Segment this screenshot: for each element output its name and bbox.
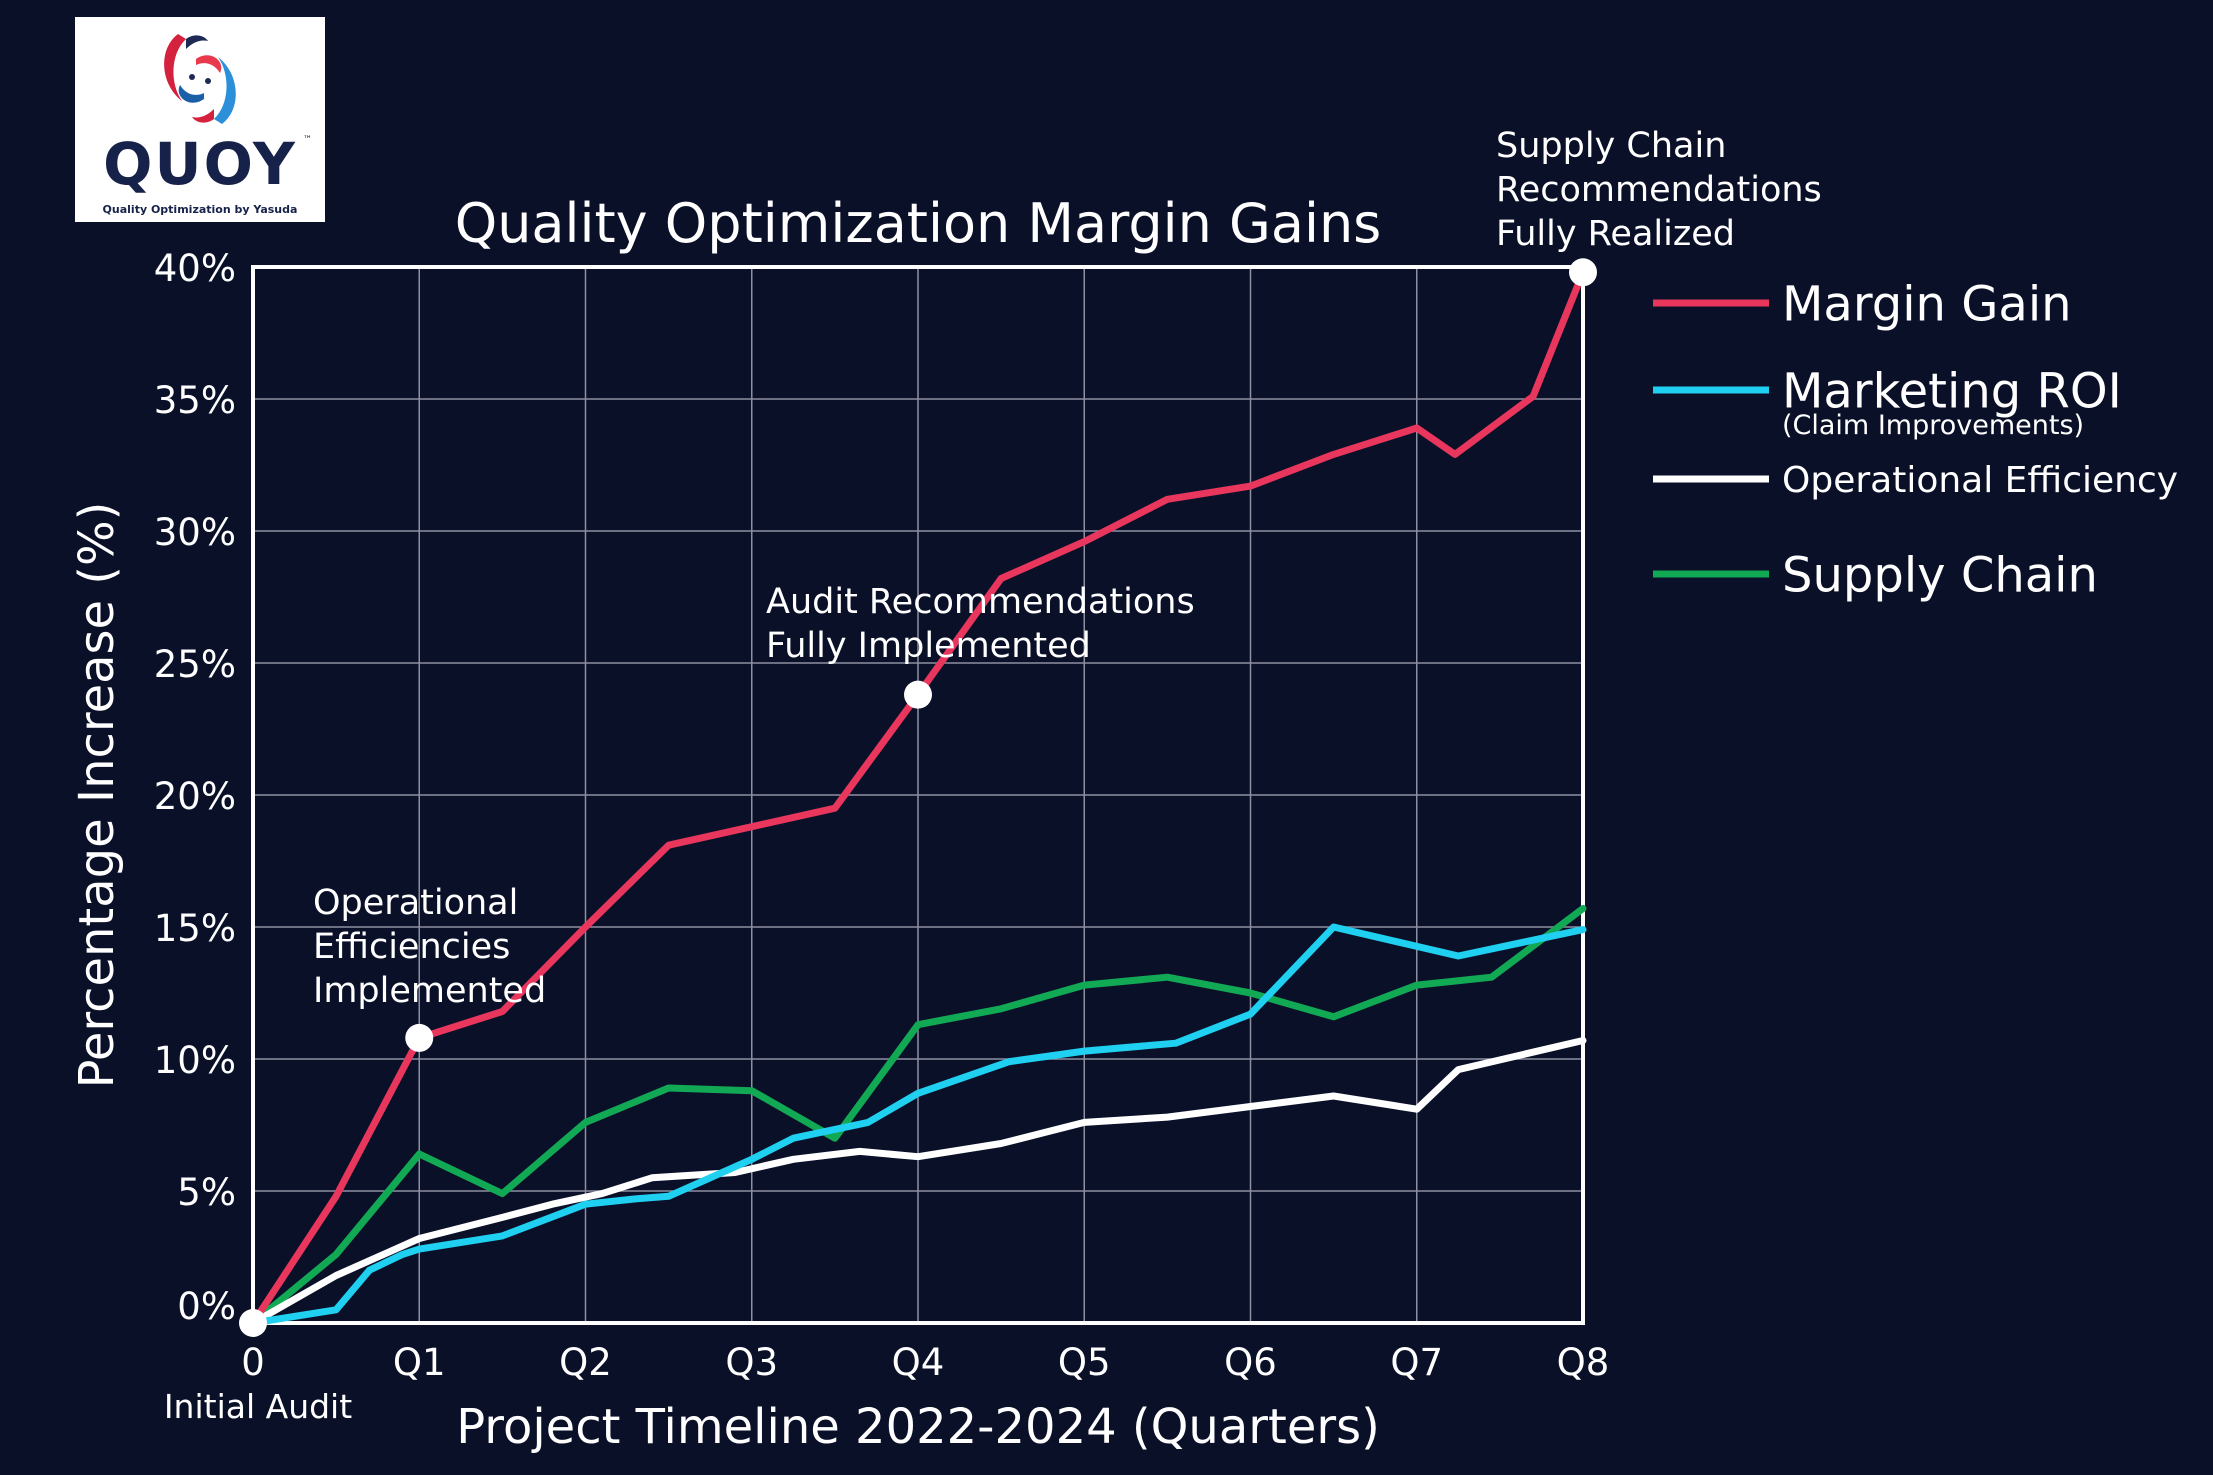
annotation-line: Fully Implemented [766,626,1091,666]
x-axis-sublabel: Initial Audit [164,1387,352,1426]
series-line-supply-chain [249,905,1587,1327]
annotation-line: Efficiencies [313,927,510,967]
series-line-operational-efficiency [249,1037,1587,1327]
legend-label-margin-gain: Margin Gain [1782,276,2072,332]
annotation-text-1: Audit Recommendations Fully Implemented [766,582,1195,666]
y-tick-label-1: 5% [177,1171,236,1214]
x-axis-ticks: 0 Q1 Q2 Q3 Q4 Q5 Q6 Q7 Q8 [241,1341,1609,1384]
legend-label-marketing-roi: Marketing ROI [1782,363,2122,419]
annotation-marker-2 [1569,258,1597,287]
y-tick-label-0: 0% [177,1285,236,1328]
x-tick-label-3: Q3 [725,1341,778,1384]
legend-label-operational-efficiency: Operational Efficiency [1782,460,2178,501]
y-axis-ticks: 0% 5% 10% 15% 20% 25% 30% 35% 40% [154,247,236,1328]
series-lines [249,268,1587,1327]
grid-lines [253,267,1583,1323]
x-tick-label-1: Q1 [393,1341,446,1384]
annotation-line: Fully Realized [1496,214,1735,254]
plot-border [251,265,1585,1325]
x-tick-label-2: Q2 [559,1341,612,1384]
origin-marker [239,1309,267,1337]
y-tick-label-4: 20% [154,775,236,818]
x-tick-label-5: Q5 [1058,1341,1111,1384]
series-line-margin-gain [249,268,1587,1327]
y-tick-label-8: 40% [154,247,236,290]
x-axis-label: Project Timeline 2022-2024 (Quarters) [456,1399,1380,1455]
logo-trademark: ™ [303,135,312,145]
annotation-marker-0 [405,1023,434,1052]
x-tick-label-6: Q6 [1224,1341,1277,1384]
y-tick-label-5: 25% [154,643,236,686]
annotation-line: Operational [313,883,518,923]
x-tick-label-8: Q8 [1557,1341,1610,1384]
annotation-marker-1 [904,680,932,709]
series-line-marketing-roi [249,923,1587,1327]
x-tick-label-0: 0 [241,1341,265,1384]
legend: Margin Gain Marketing ROI(Claim Improveme… [1653,276,2178,603]
annotation-text-0: Operational Efficiencies Implemented [313,883,546,1011]
x-tick-label-4: Q4 [892,1341,945,1384]
legend-sublabel-marketing-roi: (Claim Improvements) [1782,410,2084,441]
y-tick-label-2: 10% [154,1039,236,1082]
koi-fish-icon [164,34,236,124]
annotation-line: Implemented [313,971,546,1011]
logo-tagline: Quality Optimization by Yasuda [102,203,298,216]
annotation-line: Audit Recommendations [766,582,1195,622]
annotations: Operational Efficiencies Implemented Audit … [313,126,1822,1011]
logo-wordmark: QUOY [103,130,297,198]
annotation-line: Recommendations [1496,170,1822,210]
y-tick-label-7: 35% [154,379,236,422]
x-tick-label-7: Q7 [1390,1341,1443,1384]
y-tick-label-3: 15% [154,907,236,950]
chart-title: Quality Optimization Margin Gains [455,192,1382,255]
annotation-line: Supply Chain [1496,126,1726,166]
annotation-text-2: Supply Chain Recommendations Fully Realize… [1496,126,1822,254]
y-tick-label-6: 30% [154,511,236,554]
y-axis-label: Percentage Increase (%) [69,502,125,1089]
annotation-markers [239,258,1597,1337]
legend-label-supply-chain: Supply Chain [1782,547,2098,603]
quoy-logo: QUOY ™ Quality Optimization by Yasuda [75,17,325,222]
